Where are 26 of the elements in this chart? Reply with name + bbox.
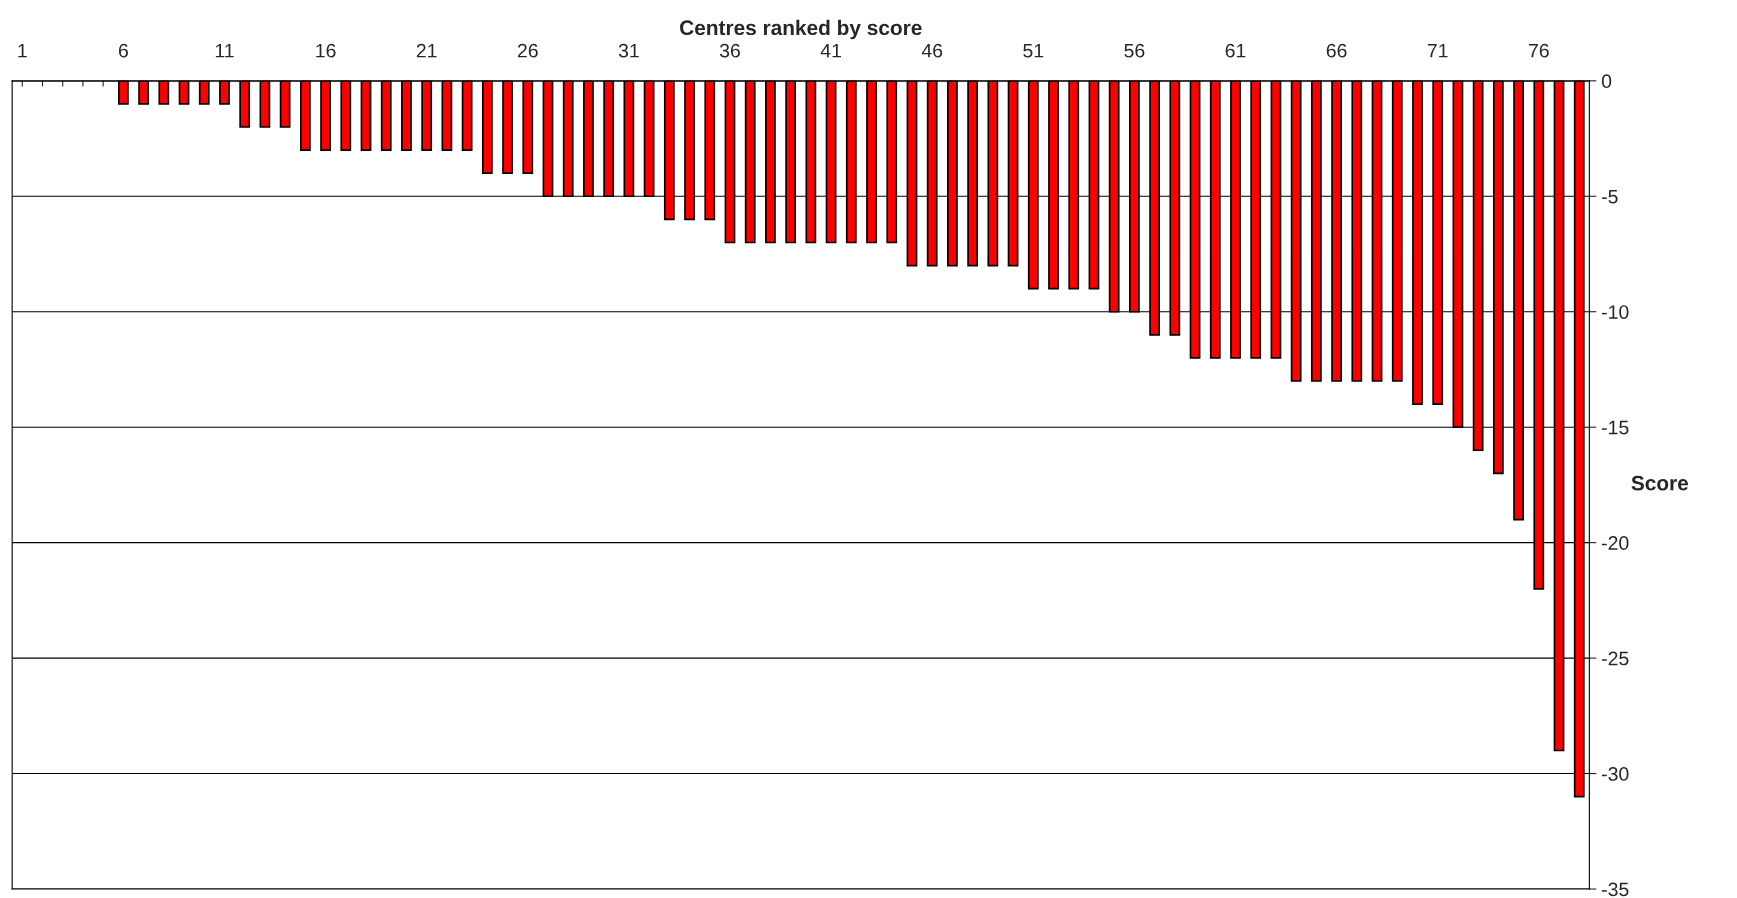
y-tick-label: -20 [1602, 536, 1629, 550]
y-tick-label: -25 [1602, 651, 1629, 666]
x-tick-label: 66 [1326, 43, 1347, 58]
x-tick-label: 6 [118, 43, 128, 58]
y-tick-label: -15 [1602, 420, 1629, 435]
x-tick-label: 76 [1528, 43, 1549, 58]
x-tick-label: 1 [18, 43, 27, 58]
x-tick-label: 71 [1427, 43, 1448, 58]
x-tick-label: 31 [618, 43, 639, 58]
y-tick-label: -35 [1602, 882, 1629, 897]
x-tick-label: 46 [921, 43, 943, 58]
x-tick-label: 36 [719, 43, 740, 58]
y-tick-label: -5 [1602, 189, 1618, 204]
x-axis-title: Centres ranked by score [680, 19, 922, 40]
x-tick-label: 26 [517, 43, 538, 58]
x-tick-label: 51 [1023, 43, 1044, 58]
y-tick-label: -10 [1602, 305, 1629, 319]
y-tick-label: -30 [1602, 767, 1629, 781]
x-tick-label: 56 [1124, 43, 1145, 58]
x-tick-label: 11 [215, 43, 234, 58]
x-tick-label: 41 [820, 43, 841, 58]
x-tick-label: 21 [416, 43, 437, 58]
x-tick-label: 16 [316, 43, 336, 58]
y-axis-title: Score [1631, 475, 1689, 491]
x-tick-label: 61 [1225, 43, 1246, 58]
y-tick-label: 0 [1601, 74, 1612, 89]
